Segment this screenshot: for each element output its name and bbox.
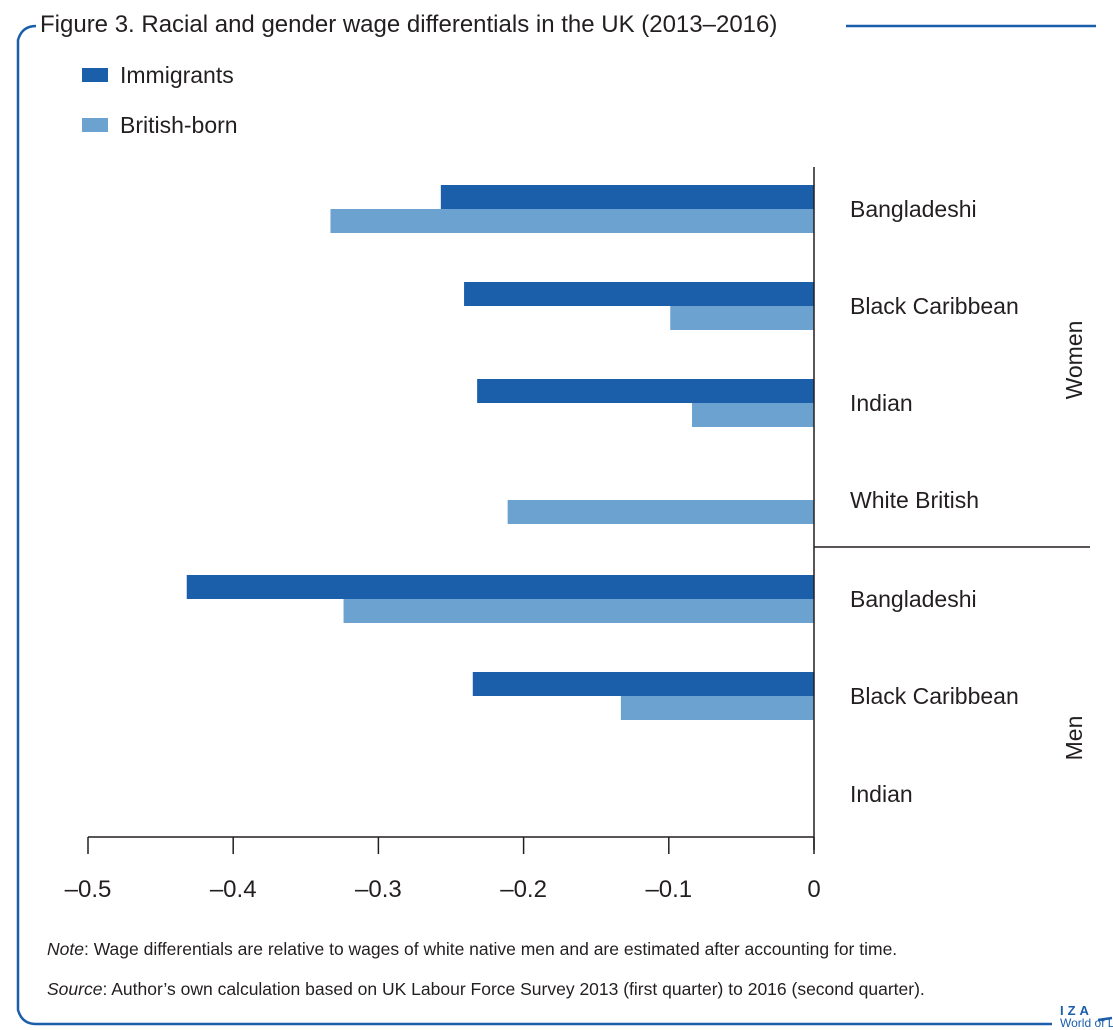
source-text: Source: Author’s own calculation based o…	[47, 978, 925, 1000]
legend-item-british-born: British-born	[82, 110, 238, 140]
bar-british-born-2	[692, 403, 814, 427]
legend-item-immigrants: Immigrants	[82, 60, 238, 90]
note-text: Note: Wage differentials are relative to…	[47, 938, 897, 960]
bar-immigrants-5	[472, 672, 814, 696]
legend-swatch-british-born	[82, 118, 108, 132]
bar-british-born-3	[507, 500, 814, 524]
note-body: : Wage differentials are relative to wag…	[83, 939, 898, 959]
logo-world-of-labor: World of Labor	[1060, 1016, 1113, 1030]
iza-logo: IZA World of Labor	[1060, 1004, 1113, 1030]
category-label-2: Indian	[850, 390, 913, 416]
source-label: Source	[47, 979, 103, 999]
x-tick-label-1: –0.4	[210, 876, 257, 903]
category-label-3: White British	[850, 487, 979, 513]
bar-immigrants-4	[186, 575, 815, 599]
group-label-men: Men	[1061, 716, 1087, 761]
logo-iza: IZA	[1060, 1003, 1093, 1018]
legend: Immigrants British-born	[82, 60, 238, 160]
category-label-1: Black Caribbean	[850, 293, 1019, 319]
bar-british-born-5	[620, 696, 814, 720]
bar-british-born-1	[670, 306, 814, 330]
source-body: : Author’s own calculation based on UK L…	[102, 979, 925, 999]
x-tick-label-4: –0.1	[645, 876, 692, 903]
group-label-women: Women	[1061, 321, 1087, 400]
bar-immigrants-0	[440, 185, 814, 209]
bar-immigrants-2	[477, 379, 814, 403]
legend-swatch-immigrants	[82, 68, 108, 82]
bar-immigrants-1	[464, 282, 814, 306]
x-tick-label-0: –0.5	[65, 876, 112, 903]
x-tick-label-3: –0.2	[500, 876, 547, 903]
x-tick-label-2: –0.3	[355, 876, 402, 903]
x-tick-label-5: 0	[807, 876, 820, 903]
category-label-0: Bangladeshi	[850, 196, 977, 222]
category-label-5: Black Caribbean	[850, 683, 1019, 709]
category-label-6: Indian	[850, 781, 913, 807]
figure-border	[16, 24, 1113, 1026]
category-label-4: Bangladeshi	[850, 586, 977, 612]
bar-british-born-0	[330, 209, 814, 233]
figure-title: Figure 3. Racial and gender wage differe…	[38, 11, 786, 39]
bar-british-born-4	[343, 599, 814, 623]
note-label: Note	[47, 939, 84, 959]
legend-label-british-born: British-born	[120, 111, 238, 138]
legend-label-immigrants: Immigrants	[120, 61, 234, 88]
